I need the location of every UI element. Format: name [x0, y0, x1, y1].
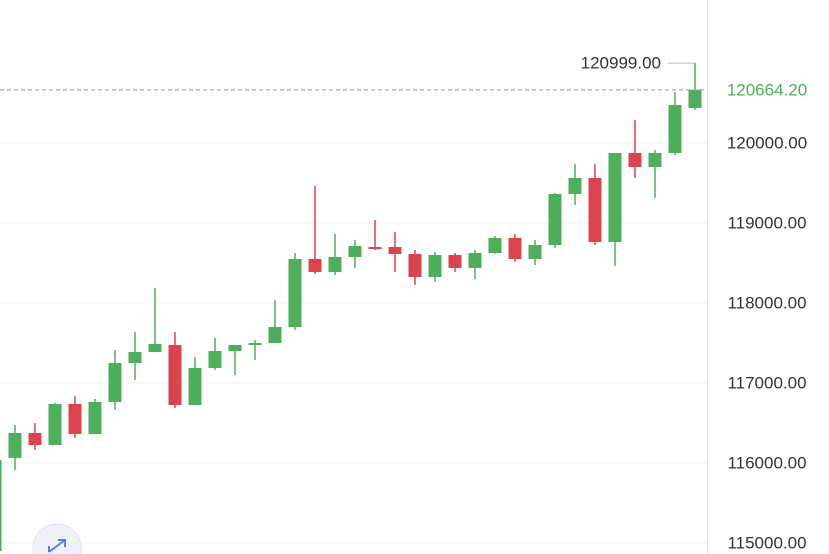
- candle-body: [688, 89, 702, 108]
- candle-body: [468, 253, 482, 268]
- candle-body: [228, 345, 242, 351]
- candle-body: [408, 253, 422, 277]
- candle-body: [508, 237, 522, 259]
- last-price-label: 120664.20: [727, 80, 807, 99]
- candle-body: [248, 343, 262, 345]
- candle-body: [548, 193, 562, 245]
- candle-body: [108, 363, 122, 402]
- candle-body: [68, 403, 82, 434]
- candle-body: [168, 345, 182, 405]
- y-tick-label: 117000.00: [727, 373, 806, 392]
- candle-body: [428, 255, 442, 277]
- candle-body: [28, 433, 42, 445]
- candle-body: [648, 153, 662, 167]
- candle-body: [308, 259, 322, 272]
- candle-body: [268, 327, 282, 343]
- button-icon[interactable]: [48, 539, 66, 553]
- candle-body: [528, 245, 542, 259]
- candle-body: [488, 237, 502, 253]
- high-label: 120999.00: [581, 54, 661, 73]
- y-tick-label: 116000.00: [727, 453, 806, 472]
- candle-body: [668, 105, 682, 153]
- candle-body: [0, 459, 2, 551]
- overlay: 120664.20 120999.00: [0, 54, 807, 99]
- grid: 115000.00 116000.00 117000.00 118000.00 1190…: [0, 133, 807, 552]
- candle-body: [288, 259, 302, 327]
- y-tick-label: 119000.00: [727, 213, 806, 232]
- button-circle[interactable]: [32, 523, 82, 554]
- candle-body: [388, 247, 402, 254]
- candle-body: [328, 257, 342, 272]
- candle-body: [48, 403, 62, 445]
- candle-body: [8, 433, 22, 458]
- candles: [0, 63, 702, 551]
- candle-body: [148, 343, 162, 352]
- expand-button[interactable]: [32, 523, 82, 554]
- candle-body: [188, 367, 202, 405]
- candle-body: [88, 401, 102, 434]
- y-tick-label: 115000.00: [727, 533, 806, 552]
- y-tick-label: 118000.00: [727, 293, 806, 312]
- candle-body: [568, 177, 582, 194]
- candle-body: [208, 351, 222, 368]
- y-tick-label: 120000.00: [727, 133, 807, 152]
- candle-body: [588, 177, 602, 242]
- candle-body: [608, 153, 622, 242]
- candle-body: [348, 245, 362, 257]
- candle-body: [448, 255, 462, 268]
- candle-body: [128, 351, 142, 363]
- candle-body: [628, 153, 642, 167]
- candle-body: [368, 247, 382, 249]
